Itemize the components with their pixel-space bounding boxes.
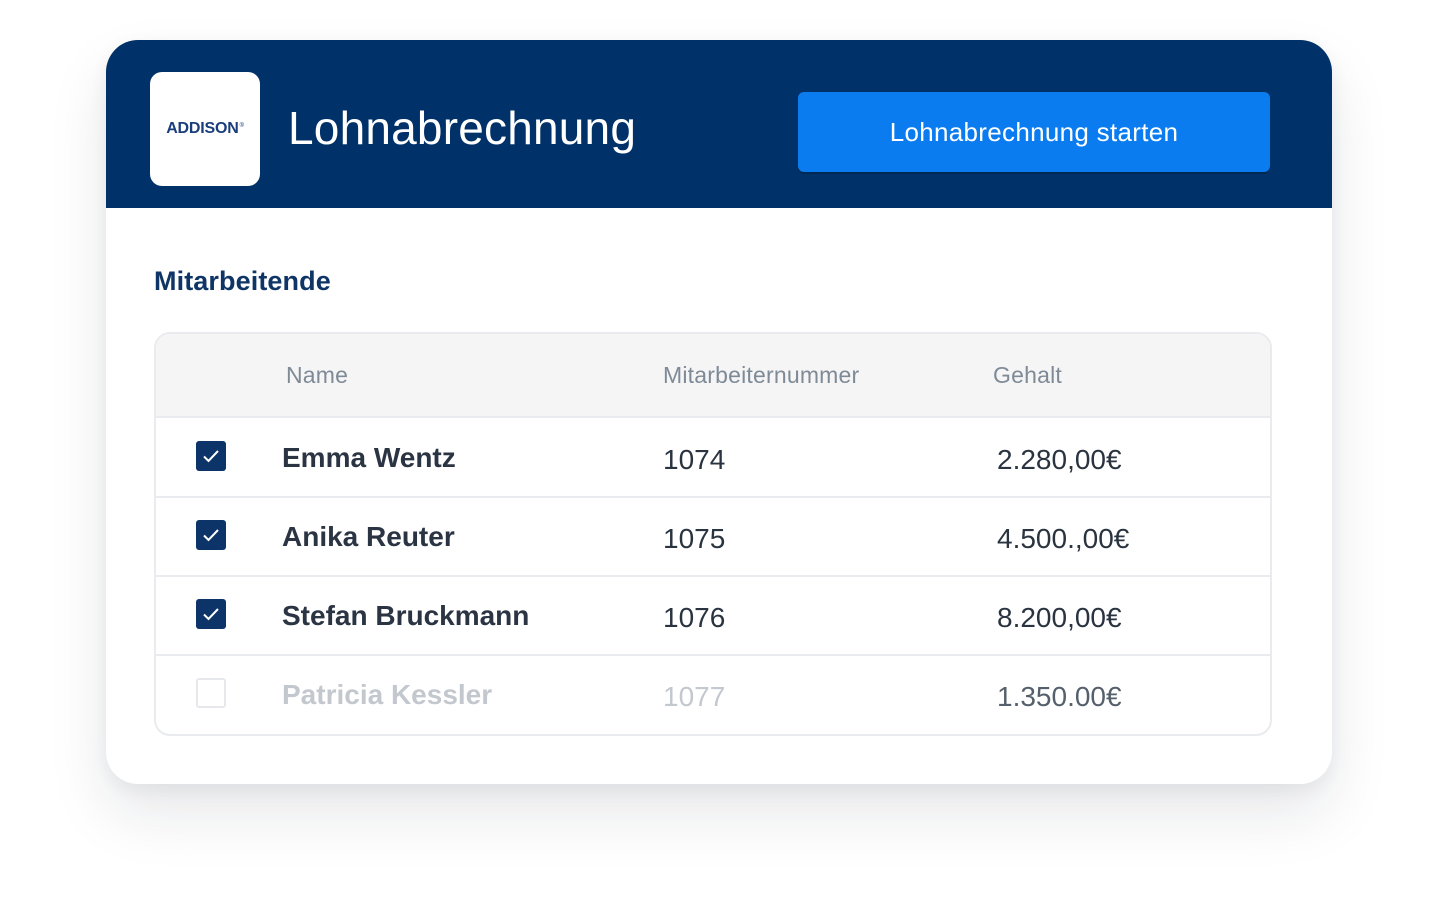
- column-header-employee-number[interactable]: Mitarbeiternummer: [663, 362, 860, 388]
- check-icon: [203, 608, 219, 621]
- employee-salary: 8.200,00€: [997, 602, 1122, 633]
- row-checkbox[interactable]: [196, 599, 226, 629]
- row-checkbox[interactable]: [196, 678, 226, 708]
- employee-number: 1076: [663, 602, 726, 633]
- section-title: Mitarbeitende: [154, 266, 331, 296]
- employee-name: Stefan Bruckmann: [282, 600, 530, 631]
- check-icon: [203, 529, 219, 542]
- check-icon: [203, 450, 219, 463]
- start-payroll-button[interactable]: Lohnabrechnung starten: [798, 92, 1270, 172]
- employee-salary: 4.500.,00€: [997, 523, 1130, 554]
- table-row[interactable]: Anika Reuter 1075 4.500.,00€: [156, 497, 1270, 577]
- table-row[interactable]: Patricia Kessler 1077 1.350.00€: [156, 655, 1270, 733]
- row-checkbox[interactable]: [196, 441, 226, 471]
- employee-number: 1075: [663, 523, 726, 554]
- employee-salary: 2.280,00€: [997, 444, 1122, 475]
- employee-number: 1074: [663, 444, 726, 475]
- column-header-name[interactable]: Name: [286, 362, 349, 388]
- employee-number: 1077: [663, 681, 726, 712]
- employee-name: Anika Reuter: [282, 521, 455, 552]
- logo-text: ADDISON®: [166, 120, 244, 137]
- row-checkbox[interactable]: [196, 520, 226, 550]
- addison-logo: ADDISON®: [150, 72, 260, 186]
- table-row[interactable]: Stefan Bruckmann 1076 8.200,00€: [156, 576, 1270, 656]
- employee-name: Patricia Kessler: [282, 679, 493, 710]
- table-row[interactable]: Emma Wentz 1074 2.280,00€: [156, 418, 1270, 498]
- column-header-salary[interactable]: Gehalt: [993, 362, 1062, 388]
- table-header: Name Mitarbeiternummer Gehalt: [156, 334, 1270, 418]
- employee-name: Emma Wentz: [282, 442, 456, 473]
- header-bar: ADDISON® Lohnabrechnung Lohnabrechnung s…: [106, 40, 1332, 208]
- employees-table: Name Mitarbeiternummer Gehalt Emma Wentz…: [154, 332, 1272, 736]
- payroll-card: ADDISON® Lohnabrechnung Lohnabrechnung s…: [106, 40, 1332, 784]
- page-title: Lohnabrechnung: [288, 102, 637, 154]
- employee-salary: 1.350.00€: [997, 681, 1122, 712]
